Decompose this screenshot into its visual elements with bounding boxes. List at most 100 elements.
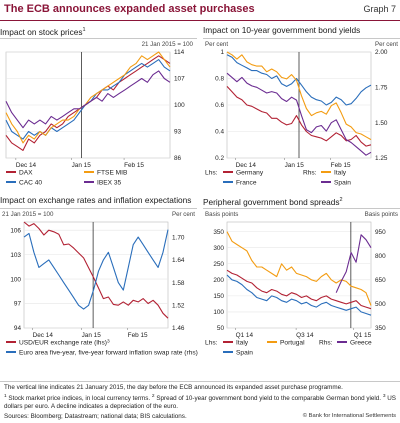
unit-label: 21 Jan 2015 = 100	[142, 41, 194, 48]
legend-germany: Germany	[236, 170, 264, 177]
y-left-tick-label: 106	[10, 227, 21, 234]
x-tick-label: Dec 14	[33, 332, 54, 339]
y-right-tick-label: 2.00	[375, 49, 388, 56]
series-line-greece	[335, 234, 372, 293]
legend-france: France	[236, 180, 257, 187]
x-tick-label: Q1 15	[354, 332, 372, 339]
y-left-tick-label: 300	[213, 245, 224, 252]
panel-stock-prices: Impact on stock prices1 21 Jan 2015 = 10…	[0, 24, 197, 208]
legend-portugal: Portugal	[280, 340, 305, 347]
y-right-tick-label: 650	[375, 277, 386, 284]
y-left-tick-label: 0.2	[215, 155, 224, 162]
x-tick-label: Feb 15	[124, 162, 144, 169]
unit-left: Basis points	[205, 211, 238, 218]
y-left-tick-label: 0.8	[215, 76, 224, 83]
y-left-tick-label: 94	[14, 325, 22, 332]
plot-frame	[23, 221, 169, 329]
y-left-tick-label: 50	[217, 325, 225, 332]
footer-note: The vertical line indicates 21 January 2…	[4, 384, 343, 391]
x-tick-label: Jan 15	[285, 162, 305, 169]
legend-usd-eur: USD/EUR exchange rate (lhs)3	[19, 339, 110, 347]
fx-inflation-chart: 21 Jan 2015 = 100 Per cent 94 97 100 103 106…	[2, 211, 198, 357]
y-right-tick-label: 500	[375, 301, 386, 308]
y-right-tick-label: 107	[174, 76, 185, 83]
legend-lhs-label: Lhs:	[205, 340, 218, 347]
legend-rhs-label: Rhs:	[303, 170, 317, 177]
panel-title: Impact on stock prices1	[0, 24, 197, 39]
footer-footnotes: 1 Stock market price indices, in local c…	[4, 394, 396, 411]
graph-title: The ECB announces expanded asset purchas…	[4, 3, 255, 15]
y-right-tick-label: 100	[174, 102, 185, 109]
y-left-tick-label: 150	[213, 293, 224, 300]
x-tick-label: Jan 15	[82, 332, 102, 339]
series-line-ibex-35	[5, 70, 171, 129]
legend-rhs-label: Rhs:	[319, 340, 333, 347]
y-left-tick-label: 0.4	[215, 129, 224, 136]
series-line-cac-40	[5, 59, 171, 140]
y-left-tick-label: 0.6	[215, 102, 224, 109]
panel-title: Peripheral government bond spreads2	[203, 194, 400, 209]
panel-title: Impact on exchange rates and inflation e…	[0, 194, 197, 209]
bond-yields-chart: Per cent Per cent 0.2 0.4 0.6 0.8 1 1.25 1.50 1…	[205, 41, 398, 187]
legend-dax: DAX	[19, 170, 33, 177]
y-right-tick-label: 1.46	[172, 325, 185, 332]
legend-italy: Italy	[236, 340, 249, 347]
y-right-tick-label: 86	[174, 155, 182, 162]
legend-greece: Greece	[350, 340, 372, 347]
unit-left: Per cent	[205, 41, 228, 48]
series-line-italy	[226, 269, 372, 310]
legend-spain: Spain	[334, 180, 351, 187]
legend-ftse: FTSE MIB	[97, 170, 128, 177]
y-right-tick-label: 1.52	[172, 302, 185, 309]
y-right-tick-label: 1.25	[375, 155, 388, 162]
unit-right: Basis points	[365, 211, 398, 218]
unit-right: Per cent	[172, 211, 195, 218]
unit-left: 21 Jan 2015 = 100	[2, 211, 54, 218]
y-right-tick-label: 1.50	[375, 120, 388, 127]
x-tick-label: Feb 15	[331, 162, 351, 169]
y-right-tick-label: 800	[375, 253, 386, 260]
y-left-tick-label: 1	[220, 49, 224, 56]
series-line-spain	[226, 274, 372, 316]
y-left-tick-label: 200	[213, 277, 224, 284]
unit-right: Per cent	[375, 41, 398, 48]
series-line-france	[226, 54, 372, 106]
x-tick-label: Q1 14	[236, 332, 254, 339]
footer-sources: Sources: Bloomberg; Datastream; national…	[4, 413, 187, 420]
series-line-euro-area-five-year-five-year-forward-inflation-swap-rate-rhs	[23, 229, 169, 310]
legend-cac: CAC 40	[19, 180, 42, 187]
y-left-tick-label: 350	[213, 229, 224, 236]
legend-italy: Italy	[334, 170, 347, 177]
stock-prices-chart: 21 Jan 2015 = 100 86 93 100 107 114 Dec 14 Jan…	[5, 41, 194, 187]
x-tick-label: Feb 15	[128, 332, 148, 339]
y-right-tick-label: 1.64	[172, 257, 185, 264]
y-left-tick-label: 100	[213, 309, 224, 316]
series-line-spain	[226, 72, 372, 156]
chart-header: The ECB announces expanded asset purchas…	[0, 0, 400, 21]
x-tick-label: Dec 14	[16, 162, 37, 169]
footer-rule	[0, 381, 400, 382]
panel-bond-spreads: Peripheral government bond spreads2 Basi…	[203, 194, 400, 378]
y-left-tick-label: 250	[213, 261, 224, 268]
legend-spain: Spain	[236, 350, 253, 357]
y-left-tick-label: 103	[10, 252, 21, 259]
x-tick-label: Dec 14	[236, 162, 257, 169]
y-right-tick-label: 93	[174, 129, 182, 136]
y-right-tick-label: 114	[174, 49, 185, 56]
panel-bond-yields: Impact on 10-year government bond yields…	[203, 24, 400, 208]
legend-inflation-swap: Euro area five-year, five-year forward i…	[19, 350, 198, 357]
y-right-tick-label: 1.75	[375, 85, 388, 92]
x-tick-label: Jan 15	[72, 162, 92, 169]
series-line-ftse-mib	[5, 51, 171, 144]
series-line-portugal	[226, 231, 372, 306]
series-line-italy	[226, 51, 372, 141]
y-right-tick-label: 350	[375, 325, 386, 332]
y-left-tick-label: 100	[10, 276, 21, 283]
y-right-tick-label: 950	[375, 229, 386, 236]
graph-number: Graph 7	[363, 4, 396, 14]
legend-ibex: IBEX 35	[97, 180, 122, 187]
copyright: © Bank for International Settlements	[302, 413, 396, 419]
y-right-tick-label: 1.58	[172, 280, 185, 287]
x-tick-label: Q3 14	[296, 332, 314, 339]
legend-lhs-label: Lhs:	[205, 170, 218, 177]
